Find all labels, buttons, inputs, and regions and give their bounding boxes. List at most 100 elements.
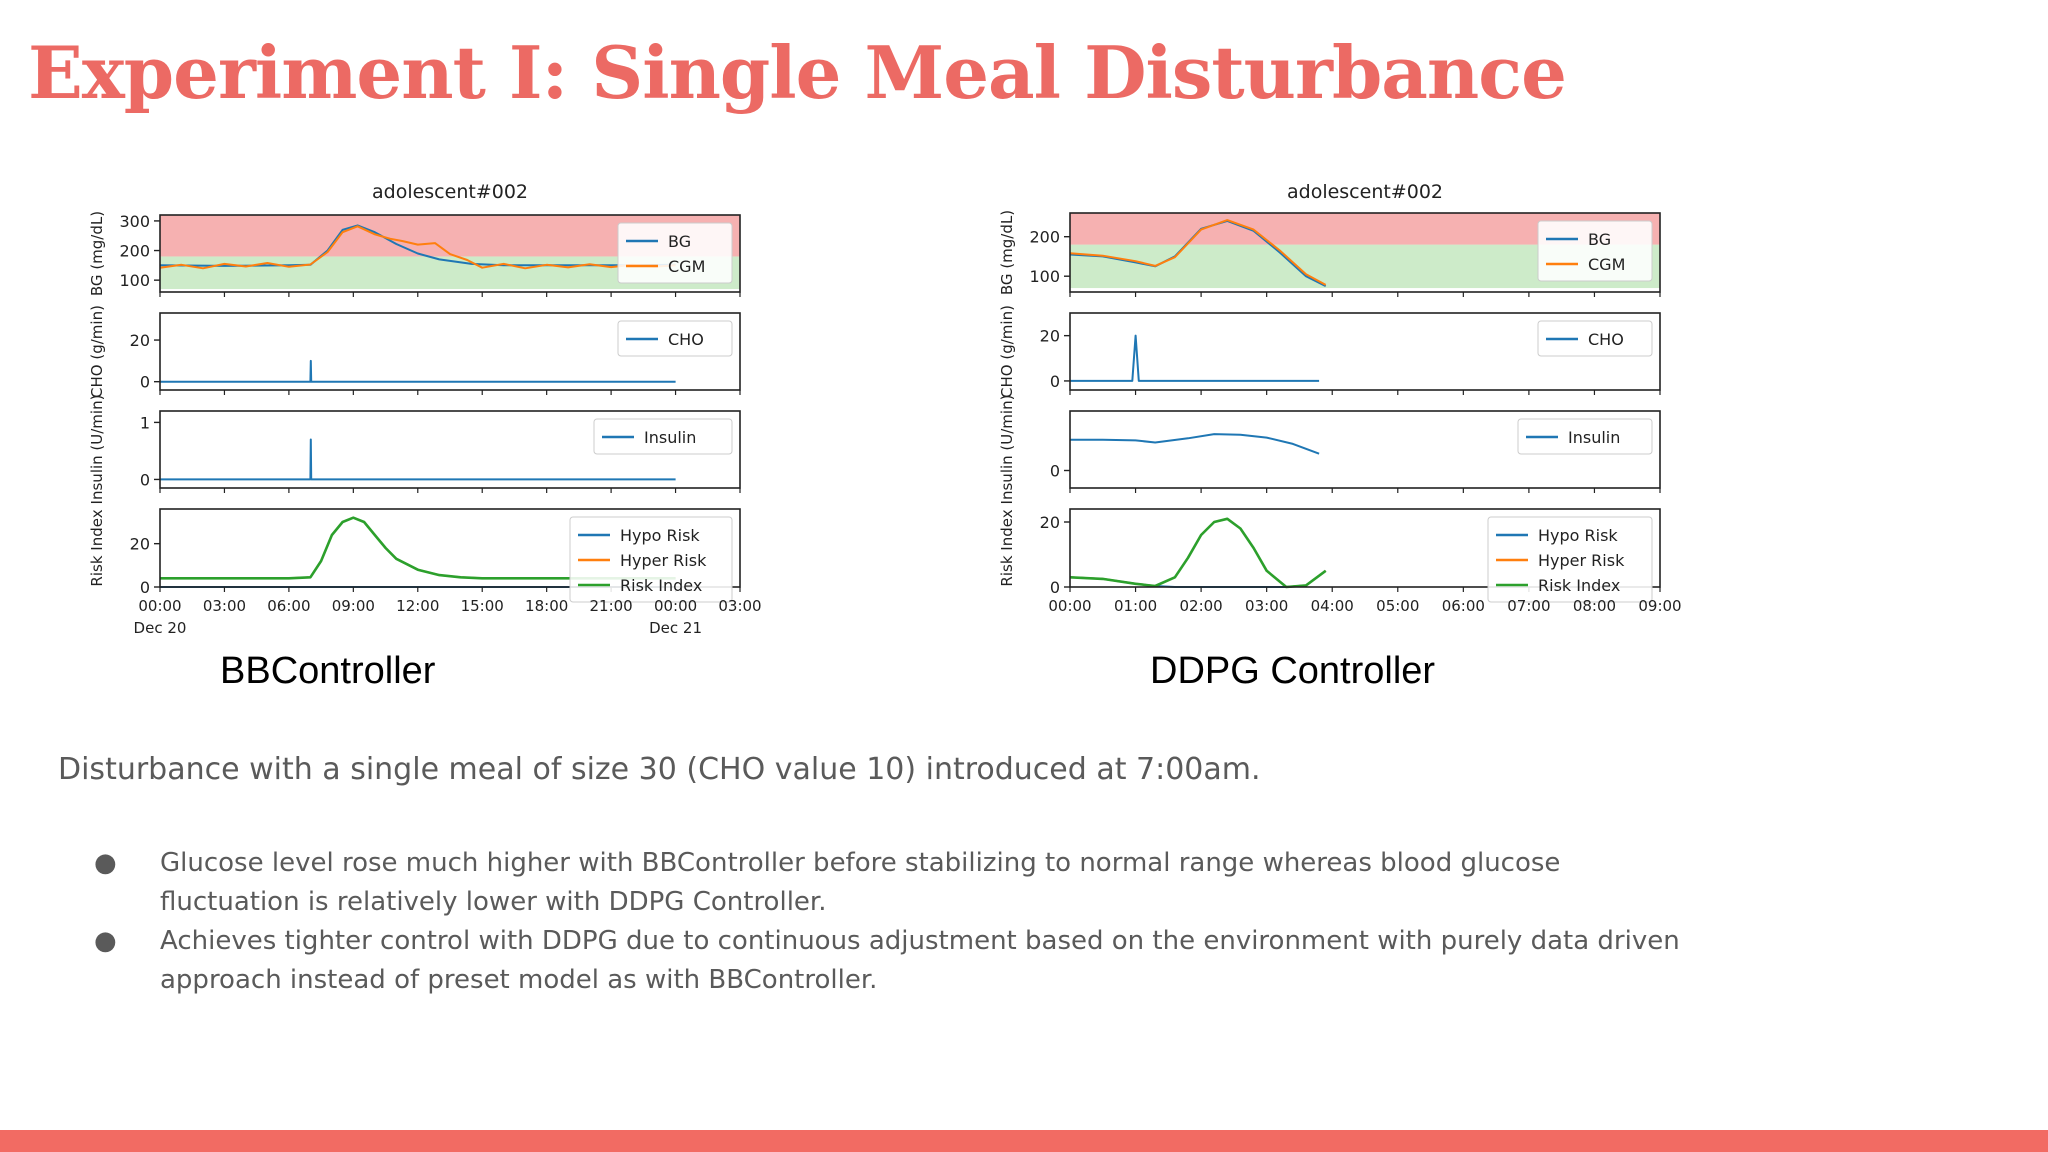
legend-box [617,222,733,284]
panel-frame [1069,312,1661,391]
footer-bar [0,1130,2048,1152]
x-tick-label: 06:00 [267,597,310,615]
chart-title: adolescent#002 [372,181,528,203]
bullet-item: ● Glucose level rose much higher with BB… [94,844,1694,922]
panel-frame [1069,212,1661,293]
series-hyper-risk [1069,517,1327,588]
bullet-dot-icon: ● [94,848,117,878]
legend-box [1487,516,1653,603]
legend-label: CHO [1588,330,1624,349]
x-tick-label: 15:00 [461,597,504,615]
panel-bg-mg-dl: 100 200 BG (mg/dL) BG CGM [998,210,1661,297]
bullet-item: ● Achieves tighter control with DDPG due… [94,922,1694,1000]
y-axis-label: Risk Index [998,509,1016,586]
series-insulin [1070,433,1320,455]
x-tick-label: 08:00 [1573,597,1616,615]
x-tick-label: 00:00 [1048,597,1091,615]
legend-box [1537,320,1653,357]
series-cho [1070,334,1320,382]
panel-frame [159,508,741,588]
legend-label: Hyper Risk [1538,551,1625,570]
legend: CHO [1537,320,1653,357]
panel-insulin-u-min: 0 1 Insulin (U/min) Insulin [88,395,741,505]
y-axis-label: Insulin (U/min) [998,395,1016,505]
y-tick-label: 0 [1050,578,1060,597]
panel-cho-g-min: 0 20 CHO (g/min) CHO [998,305,1661,398]
y-tick-label: 0 [140,373,150,392]
x-tick-label: 00:00 [654,597,697,615]
bullet-text: Glucose level rose much higher with BBCo… [160,848,1561,917]
y-axis-label: BG (mg/dL) [998,210,1016,295]
legend: BG CGM [1537,220,1653,282]
y-axis-label: CHO (g/min) [998,305,1016,398]
legend-label: CGM [668,257,705,276]
legend-label: Insulin [644,428,696,447]
y-tick-label: 300 [119,212,150,231]
legend-label: CHO [668,330,704,349]
legend-box [1537,220,1653,282]
y-axis-label: CHO (g/min) [88,305,106,398]
legend: Insulin [593,418,733,455]
x-tick-label: 09:00 [1638,597,1681,615]
x-tick-label: 03:00 [1245,597,1288,615]
x-tick-label: 12:00 [396,597,439,615]
legend-label: CGM [1588,255,1625,274]
y-tick-label: 0 [140,470,150,489]
y-tick-label: 20 [130,331,150,350]
legend-label: BG [1588,230,1611,249]
x-tick-label: 01:00 [1114,597,1157,615]
x-tick-label: 05:00 [1376,597,1419,615]
series-cgm [159,225,676,270]
summary-text: Disturbance with a single meal of size 3… [58,752,1261,787]
panel-frame [159,410,741,489]
slide-title: Experiment I: Single Meal Disturbance [28,30,1567,115]
legend-label: Risk Index [620,576,702,595]
series-cho [160,359,676,383]
panel-frame [1069,410,1661,489]
legend: Hypo Risk Hyper Risk Risk Index [569,516,733,603]
x-tick-label: 00:00 [138,597,181,615]
legend-label: Risk Index [1538,576,1620,595]
x-tick-label: 21:00 [589,597,632,615]
x-tick-label: 03:00 [718,597,761,615]
series-risk-index [160,516,676,580]
legend-label: Hypo Risk [1538,526,1618,545]
bullet-list: ● Glucose level rose much higher with BB… [94,844,1694,1000]
y-tick-label: 20 [130,535,150,554]
chart-title: adolescent#002 [1287,181,1443,203]
legend-box [1517,418,1653,455]
x-tick-label: 03:00 [203,597,246,615]
panel-frame [159,312,741,391]
y-tick-label: 1 [140,413,150,432]
series-risk-index [1069,517,1327,589]
legend-label: BG [668,232,691,251]
y-axis-label: BG (mg/dL) [88,211,106,296]
caption-ddpg-controller: DDPG Controller [1150,650,1436,692]
panel-frame [1069,508,1661,588]
legend-box [617,320,733,357]
legend-box [569,516,733,603]
y-axis-label: Insulin (U/min) [88,395,106,505]
x-tick-sublabel: Dec 20 [134,619,187,637]
y-tick-label: 200 [119,242,150,261]
x-tick-label: 18:00 [525,597,568,615]
panel-risk-index: 0 20 Risk Index Hypo Risk Hyper Risk Risk Ind… [998,508,1661,603]
panel-bg-mg-dl: 100 200 300 BG (mg/dL) BG CGM [88,211,741,297]
y-tick-label: 100 [119,271,150,290]
panel-cho-g-min: 0 20 CHO (g/min) CHO [88,305,741,398]
y-tick-label: 0 [1050,462,1060,481]
x-tick-sublabel: Dec 21 [649,619,702,637]
y-tick-label: 20 [1040,327,1060,346]
panel-risk-index: 0 20 Risk Index Hypo Risk Hyper Risk Risk Ind… [88,508,741,603]
x-tick-label: 09:00 [332,597,375,615]
legend: Insulin [1517,418,1653,455]
series-insulin [160,438,676,481]
legend: CHO [617,320,733,357]
legend: BG CGM [617,222,733,284]
legend-label: Hypo Risk [620,526,700,545]
legend: Hypo Risk Hyper Risk Risk Index [1487,516,1653,603]
x-tick-label: 06:00 [1442,597,1485,615]
panel-frame [159,214,741,293]
